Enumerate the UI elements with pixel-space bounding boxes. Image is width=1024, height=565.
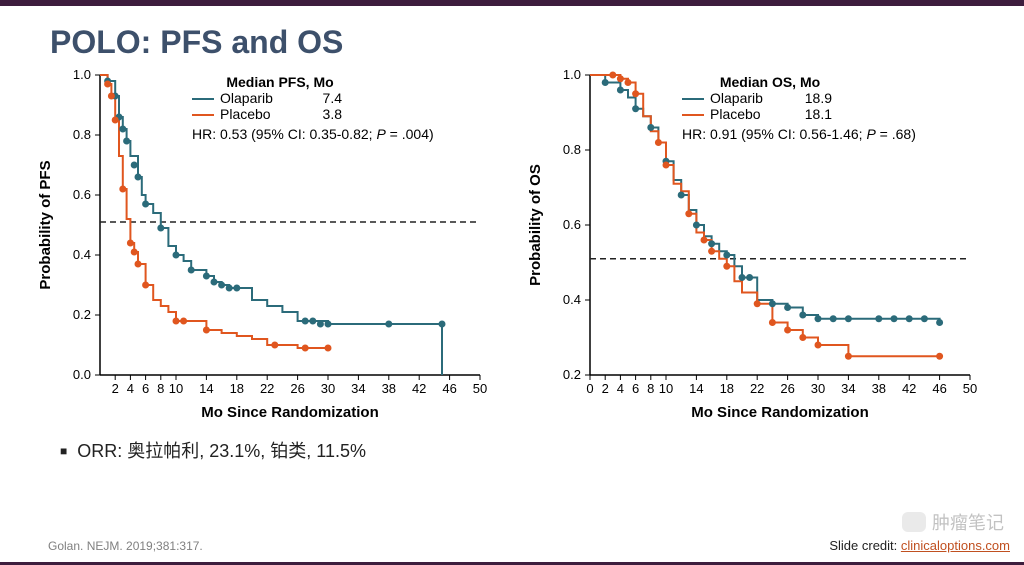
svg-text:4: 4: [617, 381, 624, 396]
svg-text:18.9: 18.9: [805, 90, 832, 106]
svg-text:Mo Since Randomization: Mo Since Randomization: [201, 404, 379, 421]
watermark: 肿瘤笔记: [902, 509, 1004, 535]
svg-text:14: 14: [199, 381, 213, 396]
svg-text:46: 46: [442, 381, 456, 396]
svg-text:7.4: 7.4: [323, 90, 343, 106]
slide-credit: Slide credit: clinicaloptions.com: [829, 538, 1010, 553]
svg-text:Placebo: Placebo: [220, 106, 271, 122]
svg-text:2: 2: [602, 381, 609, 396]
bullet-orr: ■ORR: 奥拉帕利, 23.1%, 铂类, 11.5%: [60, 437, 1024, 463]
svg-text:0.8: 0.8: [73, 127, 91, 142]
svg-text:2: 2: [112, 381, 119, 396]
svg-text:18: 18: [230, 381, 244, 396]
svg-text:Mo Since Randomization: Mo Since Randomization: [691, 404, 869, 421]
os-chart: 0246810141822263034384246500.20.40.60.81…: [520, 65, 1000, 435]
svg-text:Placebo: Placebo: [710, 106, 761, 122]
svg-text:0.2: 0.2: [563, 367, 581, 382]
svg-text:6: 6: [632, 381, 639, 396]
pfs-chart: 246810141822263034384246500.00.20.40.60.…: [30, 65, 510, 435]
svg-text:26: 26: [780, 381, 794, 396]
svg-text:50: 50: [473, 381, 487, 396]
svg-text:8: 8: [647, 381, 654, 396]
svg-text:30: 30: [321, 381, 335, 396]
svg-text:1.0: 1.0: [73, 67, 91, 82]
slide-title: POLO: PFS and OS: [50, 24, 1024, 61]
wechat-icon: [902, 512, 926, 532]
svg-text:0.4: 0.4: [563, 292, 581, 307]
svg-text:Median OS, Mo: Median OS, Mo: [720, 74, 820, 90]
svg-text:0.2: 0.2: [73, 307, 91, 322]
svg-text:Median PFS, Mo: Median PFS, Mo: [226, 74, 333, 90]
svg-text:0: 0: [586, 381, 593, 396]
svg-text:Probability of PFS: Probability of PFS: [37, 160, 54, 289]
svg-text:1.0: 1.0: [563, 67, 581, 82]
citation: Golan. NEJM. 2019;381:317.: [48, 539, 203, 553]
svg-text:0.0: 0.0: [73, 367, 91, 382]
svg-text:18.1: 18.1: [805, 106, 832, 122]
svg-text:Probability of OS: Probability of OS: [527, 164, 544, 286]
svg-text:34: 34: [841, 381, 855, 396]
svg-text:0.4: 0.4: [73, 247, 91, 262]
slide-credit-link[interactable]: clinicaloptions.com: [901, 538, 1010, 553]
svg-text:50: 50: [963, 381, 977, 396]
svg-text:34: 34: [351, 381, 365, 396]
svg-text:HR: 0.91 (95% CI: 0.56-1.46; P: HR: 0.91 (95% CI: 0.56-1.46; P = .68): [682, 126, 916, 142]
svg-text:10: 10: [659, 381, 673, 396]
charts-container: 246810141822263034384246500.00.20.40.60.…: [0, 65, 1024, 435]
svg-text:Olaparib: Olaparib: [220, 90, 273, 106]
svg-text:8: 8: [157, 381, 164, 396]
svg-text:42: 42: [412, 381, 426, 396]
svg-text:30: 30: [811, 381, 825, 396]
svg-text:38: 38: [382, 381, 396, 396]
svg-text:18: 18: [720, 381, 734, 396]
svg-text:HR: 0.53 (95% CI: 0.35-0.82; P: HR: 0.53 (95% CI: 0.35-0.82; P = .004): [192, 126, 434, 142]
svg-text:0.8: 0.8: [563, 142, 581, 157]
svg-text:6: 6: [142, 381, 149, 396]
svg-text:3.8: 3.8: [323, 106, 343, 122]
svg-text:10: 10: [169, 381, 183, 396]
bullet-icon: ■: [60, 444, 67, 458]
svg-text:38: 38: [872, 381, 886, 396]
svg-text:Olaparib: Olaparib: [710, 90, 763, 106]
svg-text:0.6: 0.6: [73, 187, 91, 202]
svg-text:22: 22: [260, 381, 274, 396]
svg-text:22: 22: [750, 381, 764, 396]
svg-text:14: 14: [689, 381, 703, 396]
svg-text:46: 46: [932, 381, 946, 396]
svg-text:4: 4: [127, 381, 134, 396]
svg-text:26: 26: [290, 381, 304, 396]
svg-text:42: 42: [902, 381, 916, 396]
svg-text:0.6: 0.6: [563, 217, 581, 232]
